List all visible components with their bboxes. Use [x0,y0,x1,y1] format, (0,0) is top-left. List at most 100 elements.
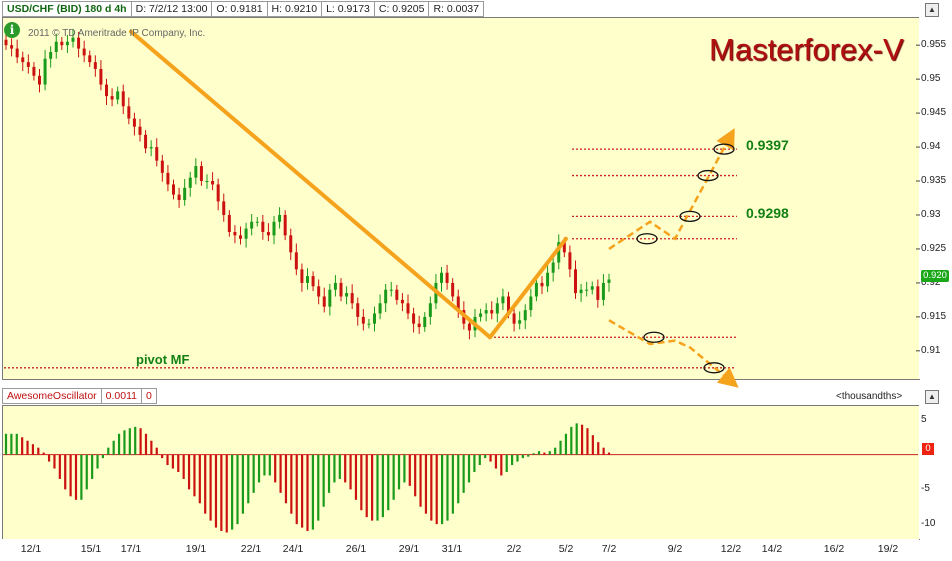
candle-body [440,272,443,283]
oscillator-header: AwesomeOscillator 0.0011 0 [2,388,157,404]
oscillator-tick-label: -5 [921,483,930,495]
candle-body [43,58,47,85]
candle-body [127,106,131,119]
candle-body [546,272,550,287]
candle-body [222,201,226,215]
candle-body [300,269,304,283]
candle-body [239,235,242,239]
oscillator-panel[interactable] [2,405,920,540]
trend-line [129,29,492,340]
candle-body [445,272,449,283]
symbol-label[interactable]: USD/CHF (BID) 180 d 4h [2,1,132,17]
candle-body [138,126,142,135]
candle-body [367,323,371,325]
candle-body [116,91,120,100]
candle-body [333,282,337,290]
close-readout: C: 0.9205 [373,1,430,17]
last-price-tag: 0.920 [921,270,949,282]
level-marker [703,362,725,374]
candle-body [574,269,577,294]
candle-body [110,96,114,100]
candle-body [534,282,538,297]
candle-body [99,68,103,85]
price-panel[interactable] [2,17,920,380]
candle-body [417,323,421,328]
level-marker [643,331,665,343]
candle-body [244,228,248,239]
candle-body [227,214,231,232]
candle-body [412,313,416,324]
candle-body [272,221,276,236]
oscillator-name[interactable]: AwesomeOscillator [2,388,102,404]
time-tick-label: 31/1 [441,543,463,555]
candle-body [306,276,309,283]
candle-body [32,66,36,76]
price-tick-label: 0.955 [921,39,947,51]
time-tick-label: 9/2 [667,543,683,555]
price-tick-label: 0.945 [921,107,947,119]
candle-body [495,303,499,314]
time-tick-label: 19/2 [877,543,899,555]
candle-body [4,39,8,46]
candle-body [82,48,86,56]
candle-body [601,282,605,300]
info-icon[interactable]: i [4,22,20,38]
candle-body [266,231,270,236]
scroll-up-button[interactable]: ▲ [925,3,939,17]
candle-body [121,91,125,107]
candle-body [132,118,136,127]
candle-body [88,55,92,63]
level-marker [636,233,658,245]
time-tick-label: 19/1 [185,543,207,555]
candle-body [490,310,494,314]
candle-body [551,262,555,273]
candle-body [529,296,533,311]
candle-body [188,177,192,188]
units-label: <thousandths> [836,391,903,402]
candle-body [205,181,209,183]
oscillator-tick-label: -10 [921,518,936,530]
trend-line [488,236,568,340]
price-tick-label: 0.91 [921,344,941,356]
time-tick-label: 12/2 [720,543,742,555]
candle-body [395,289,399,300]
time-tick-label: 2/2 [506,543,522,555]
candle-body [261,221,265,232]
time-tick-label: 24/1 [282,543,304,555]
candle-body [428,303,432,317]
chart-header: USD/CHF (BID) 180 d 4h D: 7/2/12 13:00 O… [2,1,484,17]
panel-scroll-button[interactable]: ▲ [925,390,939,404]
candle-body [523,310,527,321]
candle-body [54,41,58,52]
price-tick-label: 0.92 [921,276,941,288]
high-readout: H: 0.9210 [266,1,323,17]
time-tick-label: 15/1 [80,543,102,555]
candle-body [322,296,326,307]
candle-body [328,289,332,307]
candle-body [15,48,19,58]
candle-body [451,282,455,297]
candle-body [311,276,315,287]
candle-body [356,303,360,317]
range-readout: R: 0.0037 [428,1,484,17]
time-tick-label: 7/2 [601,543,617,555]
candle-body [579,289,583,294]
candle-body [467,323,471,331]
oscillator-tick-label: 5 [921,413,927,425]
candle-body [255,221,259,223]
candle-body [177,194,181,201]
candle-body [105,84,108,97]
oscillator-value: 0.0011 [100,388,143,404]
price-tick-label: 0.93 [921,208,941,220]
candle-body [211,181,215,185]
price-axis: 0.955 0.95 0.945 0.94 0.935 0.93 0.925 0.92 0.91… [919,17,952,379]
candle-body [378,303,382,314]
oscillator-zero: 0 [141,388,157,404]
time-tick-label: 5/2 [558,543,574,555]
time-tick-label: 14/2 [761,543,783,555]
price-tick-label: 0.935 [921,175,947,187]
candle-body [507,296,510,314]
time-tick-label: 12/1 [20,543,42,555]
candle-body [423,316,427,328]
candle-body [194,166,198,178]
